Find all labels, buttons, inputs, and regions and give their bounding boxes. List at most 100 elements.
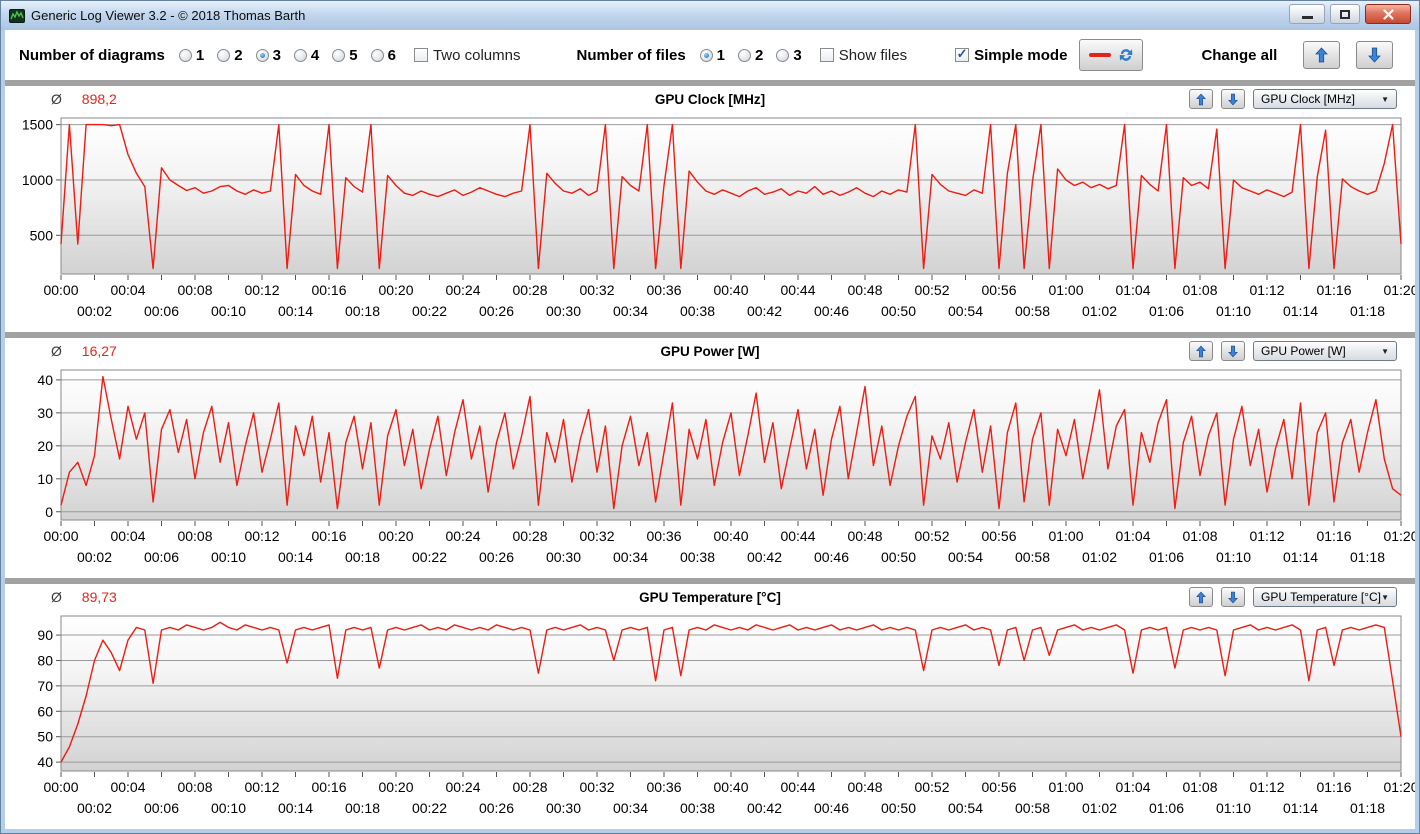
checkbox-icon bbox=[955, 48, 970, 62]
channel-select[interactable]: GPU Temperature [°C] ▼ bbox=[1253, 587, 1397, 607]
svg-text:00:26: 00:26 bbox=[479, 303, 514, 319]
svg-text:00:40: 00:40 bbox=[713, 282, 748, 298]
change-all-down-button[interactable] bbox=[1356, 41, 1394, 69]
svg-text:00:36: 00:36 bbox=[646, 528, 681, 544]
chevron-down-icon: ▼ bbox=[1381, 346, 1389, 356]
svg-text:30: 30 bbox=[37, 405, 53, 421]
arrow-down-icon bbox=[1228, 345, 1238, 357]
move-chart-up-button[interactable] bbox=[1189, 89, 1213, 109]
chart-title: GPU Clock [MHz] bbox=[654, 91, 766, 107]
svg-text:00:36: 00:36 bbox=[646, 282, 681, 298]
svg-text:00:38: 00:38 bbox=[680, 800, 715, 816]
move-chart-down-button[interactable] bbox=[1221, 89, 1245, 109]
change-all-up-button[interactable] bbox=[1303, 41, 1341, 69]
chart-panel-gpu-power: Ø 16,27 GPU Power [W] GPU Power [W] ▼ bbox=[5, 338, 1415, 578]
red-line-sample-icon bbox=[1088, 53, 1111, 57]
svg-text:00:06: 00:06 bbox=[144, 800, 179, 816]
svg-text:00:20: 00:20 bbox=[378, 282, 413, 298]
diagrams-radio-6[interactable]: 6 bbox=[370, 47, 396, 64]
svg-text:00:22: 00:22 bbox=[412, 303, 447, 319]
chart-plot-gpu-clock[interactable]: 500 1000 1500 00:00 00:02 00:04 00:06 00:08 00:1… bbox=[5, 112, 1415, 332]
svg-text:00:30: 00:30 bbox=[546, 549, 581, 565]
arrow-down-icon bbox=[1228, 93, 1238, 105]
two-columns-label: Two columns bbox=[432, 46, 521, 64]
chart-plot-gpu-power[interactable]: 0 10 20 30 40 00:00 00:02 00:04 00:06 00:08 00:10 0… bbox=[5, 364, 1415, 578]
minimize-button[interactable] bbox=[1289, 4, 1325, 24]
svg-text:00:02: 00:02 bbox=[77, 549, 112, 565]
checkbox-icon bbox=[819, 48, 834, 62]
diagrams-radio-4[interactable]: 4 bbox=[293, 47, 319, 64]
svg-text:00:06: 00:06 bbox=[144, 549, 179, 565]
svg-text:00:54: 00:54 bbox=[948, 303, 983, 319]
svg-text:00:54: 00:54 bbox=[948, 800, 983, 816]
svg-text:00:20: 00:20 bbox=[378, 528, 413, 544]
svg-text:01:08: 01:08 bbox=[1182, 282, 1217, 298]
svg-text:00:48: 00:48 bbox=[847, 528, 882, 544]
channel-select[interactable]: GPU Clock [MHz] ▼ bbox=[1253, 89, 1397, 109]
radio-icon bbox=[217, 48, 231, 62]
svg-text:01:00: 01:00 bbox=[1048, 528, 1083, 544]
svg-text:00:52: 00:52 bbox=[914, 528, 949, 544]
diagrams-radio-1[interactable]: 1 bbox=[178, 47, 204, 64]
svg-text:00:22: 00:22 bbox=[412, 800, 447, 816]
svg-text:00:22: 00:22 bbox=[412, 549, 447, 565]
average-value: 16,27 bbox=[81, 343, 117, 359]
svg-text:01:08: 01:08 bbox=[1182, 779, 1217, 795]
svg-text:00:28: 00:28 bbox=[512, 528, 547, 544]
svg-text:00:32: 00:32 bbox=[579, 282, 614, 298]
svg-text:01:18: 01:18 bbox=[1350, 549, 1385, 565]
average-value: 898,2 bbox=[81, 91, 117, 107]
diagrams-radio-5[interactable]: 5 bbox=[332, 47, 358, 64]
chart-plot-gpu-temperature[interactable]: 40 50 60 70 80 90 00:00 00:02 00:04 00:06 00:08 00:… bbox=[5, 610, 1415, 829]
move-chart-down-button[interactable] bbox=[1221, 587, 1245, 607]
svg-text:00:34: 00:34 bbox=[613, 800, 648, 816]
svg-text:60: 60 bbox=[37, 703, 53, 719]
average-value: 89,73 bbox=[81, 589, 117, 605]
svg-text:00:56: 00:56 bbox=[981, 779, 1016, 795]
svg-text:00:16: 00:16 bbox=[311, 282, 346, 298]
svg-text:10: 10 bbox=[37, 471, 53, 487]
channel-select-value: GPU Power [W] bbox=[1261, 344, 1346, 358]
svg-text:00:02: 00:02 bbox=[77, 303, 112, 319]
svg-text:00:14: 00:14 bbox=[278, 800, 313, 816]
radio-icon bbox=[178, 48, 192, 62]
radio-icon bbox=[255, 48, 269, 62]
files-radio-3[interactable]: 3 bbox=[776, 47, 802, 64]
move-chart-down-button[interactable] bbox=[1221, 341, 1245, 361]
svg-text:01:06: 01:06 bbox=[1149, 800, 1184, 816]
svg-text:01:18: 01:18 bbox=[1350, 800, 1385, 816]
svg-text:00:34: 00:34 bbox=[613, 549, 648, 565]
svg-text:01:20: 01:20 bbox=[1383, 528, 1415, 544]
two-columns-checkbox[interactable]: Two columns bbox=[413, 46, 521, 64]
svg-text:00:58: 00:58 bbox=[1015, 800, 1050, 816]
show-files-checkbox[interactable]: Show files bbox=[819, 47, 907, 64]
move-chart-up-button[interactable] bbox=[1189, 341, 1213, 361]
svg-text:00:14: 00:14 bbox=[278, 303, 313, 319]
files-radio-2[interactable]: 2 bbox=[738, 47, 763, 64]
simple-mode-checkbox[interactable]: Simple mode bbox=[955, 47, 1067, 64]
svg-text:01:08: 01:08 bbox=[1182, 528, 1217, 544]
close-button[interactable] bbox=[1365, 4, 1411, 24]
svg-text:01:02: 01:02 bbox=[1082, 549, 1117, 565]
channel-select[interactable]: GPU Power [W] ▼ bbox=[1253, 341, 1397, 361]
svg-text:00:24: 00:24 bbox=[445, 282, 480, 298]
title-bar[interactable]: Generic Log Viewer 3.2 - © 2018 Thomas B… bbox=[1, 1, 1419, 30]
svg-text:01:14: 01:14 bbox=[1283, 303, 1318, 319]
svg-text:00:12: 00:12 bbox=[244, 528, 279, 544]
svg-text:90: 90 bbox=[37, 627, 53, 643]
diagrams-radio-3[interactable]: 3 bbox=[255, 47, 281, 64]
simple-mode-label: Simple mode bbox=[974, 46, 1068, 64]
move-chart-up-button[interactable] bbox=[1189, 587, 1213, 607]
refresh-arrows-icon bbox=[1119, 49, 1133, 61]
average-symbol: Ø bbox=[51, 91, 62, 107]
svg-text:00:28: 00:28 bbox=[512, 282, 547, 298]
maximize-button[interactable] bbox=[1330, 4, 1360, 24]
svg-text:00:54: 00:54 bbox=[948, 549, 983, 565]
line-style-refresh-button[interactable] bbox=[1079, 39, 1144, 71]
files-radio-1[interactable]: 1 bbox=[699, 47, 725, 64]
diagrams-radio-2[interactable]: 2 bbox=[217, 47, 243, 64]
svg-text:00:52: 00:52 bbox=[914, 779, 949, 795]
chart-header: Ø 89,73 GPU Temperature [°C] GPU Tempera… bbox=[5, 584, 1415, 610]
svg-text:00:42: 00:42 bbox=[747, 303, 782, 319]
